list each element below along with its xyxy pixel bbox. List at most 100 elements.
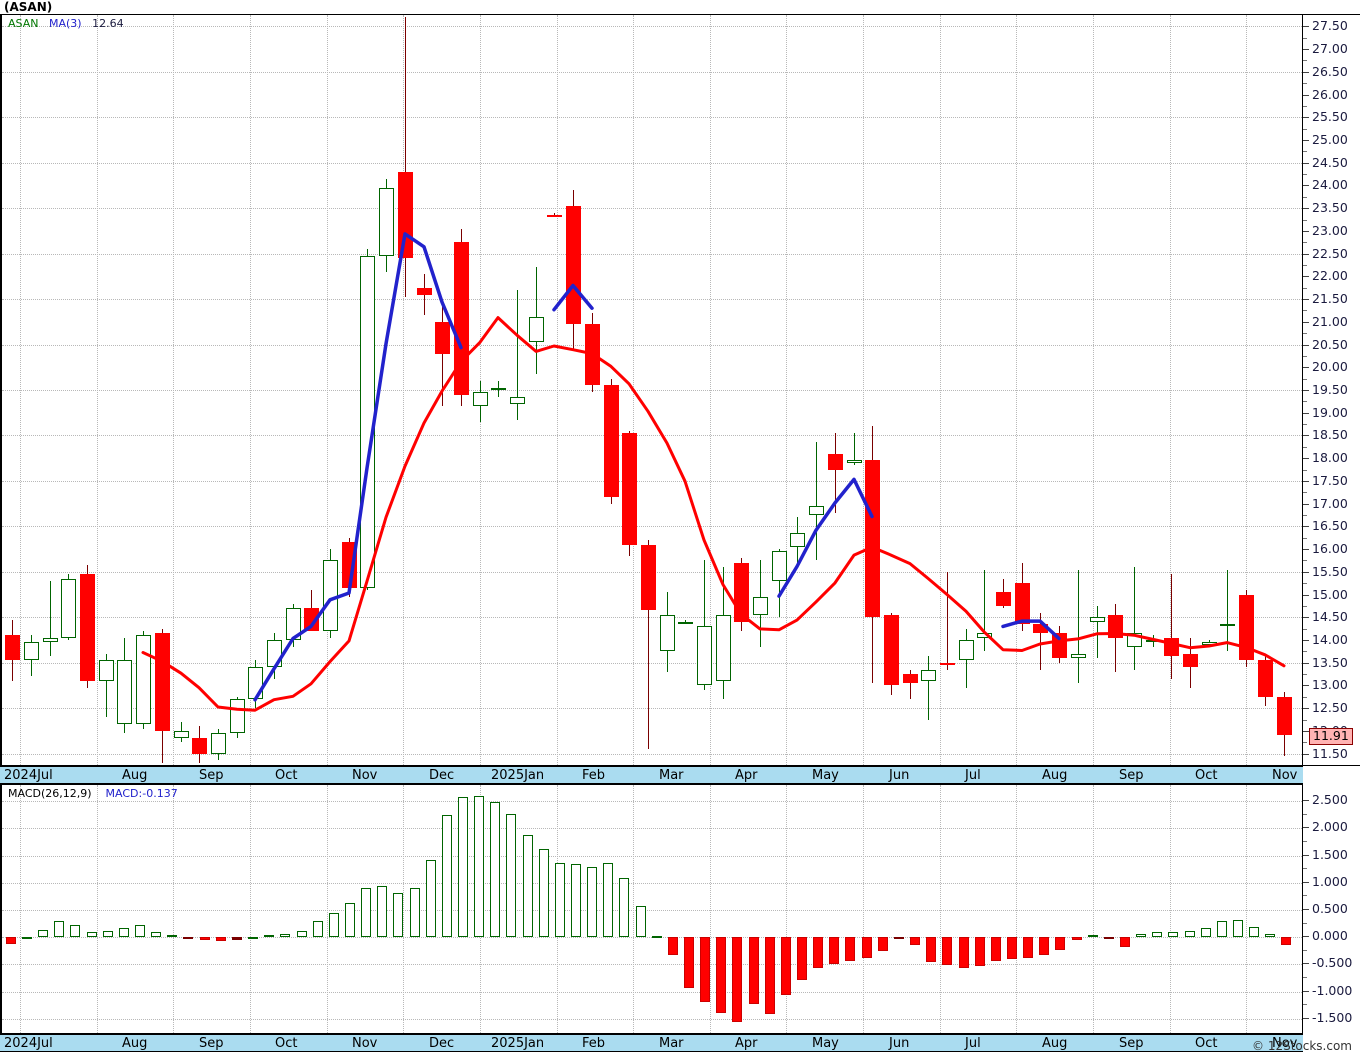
x-axis-label: Sep	[199, 768, 224, 783]
candle-body	[322, 560, 338, 631]
macd-axis-minor-tick	[1303, 868, 1307, 870]
macd-axis-label: -0.500	[1312, 955, 1353, 971]
candle-body	[584, 324, 600, 386]
price-gridline	[2, 344, 1302, 346]
price-axis-tick	[1303, 708, 1309, 710]
x-axis-label: Aug	[122, 768, 148, 783]
price-axis-tick	[1303, 412, 1309, 414]
candle-body	[902, 674, 918, 684]
price-month-gridline	[1016, 15, 1017, 765]
macd-bar	[264, 934, 274, 938]
price-axis-minor-tick	[1303, 719, 1307, 721]
price-gridline	[2, 708, 1302, 710]
x-axis-label: Sep	[1119, 1036, 1144, 1051]
x-axis-label: 2025Jan	[491, 768, 545, 783]
macd-axis-label: 1.000	[1312, 873, 1348, 889]
macd-bar	[749, 937, 759, 1005]
macd-bar	[1039, 937, 1049, 956]
x-axis-label: Jul	[965, 1036, 981, 1051]
price-axis-minor-tick	[1303, 151, 1307, 153]
price-axis-tick	[1303, 94, 1309, 96]
macd-bar	[1201, 928, 1211, 938]
x-axis-label: Mar	[659, 768, 684, 783]
price-axis-label: 13.50	[1312, 654, 1348, 670]
macd-bar	[248, 936, 258, 939]
price-axis-label: 16.00	[1312, 541, 1348, 557]
price-axis-minor-tick	[1303, 696, 1307, 698]
candle-body	[135, 635, 151, 725]
macd-bar	[377, 885, 387, 938]
price-axis-minor-tick	[1303, 265, 1307, 266]
macd-month-gridline	[250, 785, 251, 1033]
macd-bar	[619, 878, 629, 938]
macd-bar	[232, 937, 242, 940]
macd-bar	[894, 937, 904, 940]
candle-body	[958, 640, 974, 661]
price-gridline	[2, 253, 1302, 255]
macd-bar	[1217, 920, 1227, 938]
candle-body	[173, 730, 189, 738]
candle-body	[995, 592, 1011, 606]
macd-legend: MACD(26,12,9) MACD:-0.137	[8, 788, 178, 800]
macd-y-axis: 2.500 2.000 1.500 1.000 0.500 0.000 -0.500 -1.0…	[1303, 784, 1360, 1034]
candle-body	[939, 662, 955, 665]
macd-bar	[862, 937, 872, 958]
macd-bar	[991, 937, 1001, 961]
macd-bar	[280, 933, 290, 938]
candle-body	[266, 640, 282, 668]
macd-axis-minor-tick	[1303, 895, 1307, 897]
macd-panel: MACD(26,12,9) MACD:-0.137 2.500 2.000 1.50…	[0, 784, 1360, 1034]
price-axis-minor-tick	[1303, 515, 1307, 516]
price-axis-label: 13.00	[1312, 677, 1348, 693]
candle-body	[546, 215, 562, 217]
macd-bar	[700, 937, 710, 1003]
candle-body	[60, 578, 76, 638]
x-axis-label: 2024Jul	[4, 768, 53, 783]
macd-gridline	[2, 991, 1302, 993]
macd-bar	[926, 937, 936, 963]
candle-body	[434, 321, 450, 354]
macd-bar	[167, 935, 177, 938]
macd-plot-area[interactable]: MACD(26,12,9) MACD:-0.137	[0, 784, 1303, 1034]
price-gridline	[2, 26, 1302, 28]
candle-body	[920, 669, 936, 681]
candle-wick	[49, 580, 51, 656]
macd-month-gridline	[863, 785, 864, 1033]
price-axis-label: 15.00	[1312, 586, 1348, 602]
price-axis-minor-tick	[1303, 83, 1307, 85]
candle-body	[771, 551, 787, 581]
candle-body	[1276, 696, 1292, 735]
price-axis-tick	[1303, 344, 1309, 346]
macd-bar	[539, 849, 549, 938]
price-axis-minor-tick	[1303, 628, 1307, 630]
macd-axis-tick	[1303, 1017, 1309, 1019]
price-axis-tick	[1303, 594, 1309, 596]
last-price-tag: 11.91	[1309, 728, 1353, 745]
candle-body	[116, 660, 132, 725]
price-axis-minor-tick	[1303, 378, 1307, 380]
candle-body	[696, 626, 712, 686]
macd-bar	[70, 925, 80, 938]
candle-wick	[553, 212, 555, 218]
macd-bar	[151, 932, 161, 938]
price-axis-tick	[1303, 571, 1309, 573]
macd-bar	[297, 930, 307, 938]
price-axis-label: 17.50	[1312, 472, 1348, 488]
macd-bar	[845, 937, 855, 962]
macd-axis-label: 2.500	[1312, 792, 1348, 808]
macd-month-gridline	[20, 785, 21, 1033]
candle-body	[4, 635, 20, 661]
candle-wick	[1096, 605, 1098, 659]
price-plot-area[interactable]: ASAN MA(3) 12.64	[0, 15, 1303, 765]
macd-bar	[813, 937, 823, 968]
price-axis-tick	[1303, 435, 1309, 437]
macd-axis-tick	[1303, 827, 1309, 829]
candle-body	[285, 608, 301, 640]
macd-month-gridline	[786, 785, 787, 1033]
price-gridline	[2, 435, 1302, 437]
candle-body	[341, 542, 357, 588]
candle-body	[677, 621, 693, 624]
candle-body	[864, 460, 880, 618]
macd-axis-tick	[1303, 800, 1309, 802]
x-axis-label: Nov	[1272, 768, 1298, 783]
